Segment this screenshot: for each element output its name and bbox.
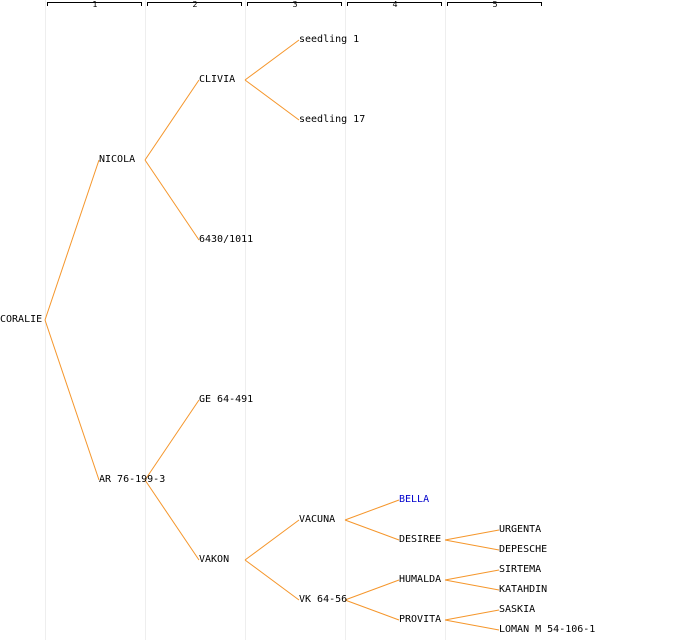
generation-column-line [345,0,346,640]
pedigree-node[interactable]: CORALIE [0,314,43,325]
pedigree-node[interactable]: LOMAN M 54-106-1 [499,624,596,635]
pedigree-edge [44,319,100,481]
pedigree-node[interactable]: NICOLA [99,154,136,165]
generation-number: 1 [92,0,98,9]
pedigree-edge [144,79,200,161]
pedigree-edge [444,529,500,541]
generation-number: 2 [192,0,198,9]
generation-number: 4 [392,0,398,9]
pedigree-node[interactable]: DEPESCHE [499,544,548,555]
generation-bracket [447,2,542,6]
pedigree-edge [244,559,300,601]
generation-bracket [347,2,442,6]
pedigree-edge [144,159,200,241]
pedigree-edge [244,519,300,561]
pedigree-node[interactable]: VAKON [199,554,230,565]
pedigree-edge [444,569,500,581]
pedigree-edge [344,579,400,601]
pedigree-node[interactable]: CLIVIA [199,74,236,85]
pedigree-edge [344,519,400,541]
generation-bracket [247,2,342,6]
pedigree-node[interactable]: DESIREE [399,534,442,545]
pedigree-edge [244,39,300,81]
generation-number: 3 [292,0,298,9]
pedigree-node[interactable]: BELLA [399,494,430,505]
generation-column-line [245,0,246,640]
pedigree-node[interactable]: SASKIA [499,604,536,615]
pedigree-edge [144,399,200,481]
pedigree-node[interactable]: seedling 1 [299,34,360,45]
pedigree-node[interactable]: seedling 17 [299,114,366,125]
pedigree-edge [444,539,500,551]
pedigree-edge [444,619,500,631]
pedigree-node[interactable]: 6430/1011 [199,234,254,245]
pedigree-node[interactable]: VK 64-56 [299,594,348,605]
pedigree-node[interactable]: VACUNA [299,514,336,525]
pedigree-node[interactable]: KATAHDIN [499,584,548,595]
generation-number: 5 [492,0,498,9]
pedigree-edge [444,609,500,621]
pedigree-edge [44,159,100,321]
pedigree-node[interactable]: AR 76-199-3 [99,474,166,485]
pedigree-node[interactable]: GE 64-491 [199,394,254,405]
generation-bracket [47,2,142,6]
pedigree-edge [344,599,400,621]
pedigree-node[interactable]: URGENTA [499,524,542,535]
pedigree-node[interactable]: SIRTEMA [499,564,542,575]
generation-column-line [445,0,446,640]
pedigree-edge [344,499,400,521]
pedigree-edge [144,479,200,561]
pedigree-node[interactable]: PROVITA [399,614,442,625]
pedigree-edge [444,579,500,591]
pedigree-edge [244,79,300,121]
generation-bracket [147,2,242,6]
generation-column-line [145,0,146,640]
pedigree-node[interactable]: HUMALDA [399,574,442,585]
